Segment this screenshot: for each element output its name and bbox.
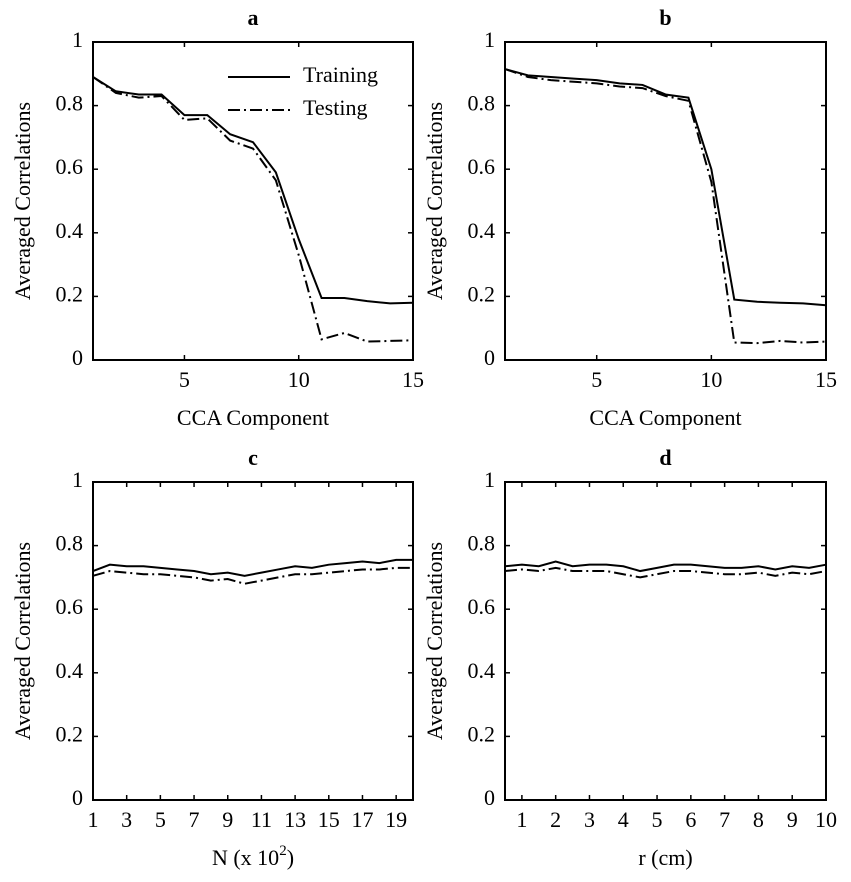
- subplot-title: d: [659, 445, 671, 470]
- x-tick-label: 5: [652, 807, 663, 832]
- x-tick-label: 11: [251, 807, 272, 832]
- data-line: [504, 560, 827, 573]
- x-tick-label: 15: [318, 807, 340, 832]
- x-axis-label-part: N (x 10: [212, 845, 279, 870]
- x-axis-label-part: 2: [279, 843, 287, 859]
- data-line: [504, 68, 827, 345]
- x-axis-label: CCA Component: [177, 405, 329, 430]
- legend-label: Testing: [303, 95, 367, 120]
- x-axis-label-part: ): [287, 845, 294, 870]
- x-tick-label: 7: [719, 807, 730, 832]
- x-tick-label: 13: [284, 807, 306, 832]
- x-tick-label: 3: [584, 807, 595, 832]
- x-tick-label: 9: [222, 807, 233, 832]
- legend-label: Training: [303, 62, 378, 87]
- x-tick-label: 2: [550, 807, 561, 832]
- y-tick-label: 0.2: [56, 721, 84, 746]
- subplot: d00.20.40.60.811 2 3 4 5 6 7 8 9 10r (cm)Averaged…: [422, 445, 837, 870]
- data-line: [504, 68, 827, 307]
- y-axis-label: Averaged Correlations: [10, 542, 35, 740]
- x-tick-label: 9: [787, 807, 798, 832]
- data-line: [504, 566, 827, 579]
- y-tick-label: 0.6: [468, 594, 496, 619]
- x-axis-label-part: r (cm): [638, 845, 692, 870]
- y-tick-label: 0.8: [56, 91, 84, 116]
- y-tick-label: 0.8: [468, 91, 496, 116]
- y-tick-label: 0.6: [468, 154, 496, 179]
- x-tick-label: 5: [591, 367, 602, 392]
- subplot-title: a: [248, 5, 259, 30]
- y-tick-label: 1: [484, 467, 495, 492]
- y-tick-label: 1: [72, 467, 83, 492]
- y-axis-label: Averaged Correlations: [10, 102, 35, 300]
- y-tick-label: 1: [72, 27, 83, 52]
- y-tick-label: 0.8: [56, 531, 84, 556]
- x-axis-label: CCA Component: [589, 405, 741, 430]
- data-line: [92, 558, 413, 577]
- y-tick-label: 0.8: [468, 531, 496, 556]
- y-axis-label: Averaged Correlations: [422, 542, 447, 740]
- y-tick-label: 1: [484, 27, 495, 52]
- y-tick-label: 0.4: [56, 658, 84, 683]
- y-tick-label: 0.2: [56, 281, 84, 306]
- data-line: [92, 76, 414, 305]
- y-tick-label: 0.4: [56, 218, 84, 243]
- x-axis-label-part: CCA Component: [177, 405, 329, 430]
- x-tick-label: 4: [618, 807, 629, 832]
- subplot-title: b: [659, 5, 671, 30]
- x-tick-label: 15: [815, 367, 837, 392]
- y-tick-label: 0.2: [468, 721, 496, 746]
- axes-box: [504, 41, 827, 361]
- y-tick-label: 0.6: [56, 594, 84, 619]
- x-tick-label: 1: [516, 807, 527, 832]
- x-tick-label: 1: [88, 807, 99, 832]
- subplot-title: c: [248, 445, 258, 470]
- x-tick-label: 6: [685, 807, 696, 832]
- axes-box: [504, 481, 827, 801]
- subplot: c00.20.40.60.811 3 5 7 9 11 13 15 17 19N (x 102)A…: [10, 445, 414, 870]
- x-tick-label: 17: [351, 807, 373, 832]
- data-line: [92, 566, 413, 585]
- x-axis-label-part: CCA Component: [589, 405, 741, 430]
- y-tick-label: 0: [72, 785, 83, 810]
- y-tick-label: 0: [484, 345, 495, 370]
- axes-box: [92, 41, 414, 361]
- data-line: [92, 76, 414, 343]
- y-tick-label: 0: [72, 345, 83, 370]
- x-tick-label: 5: [155, 807, 166, 832]
- x-tick-label: 8: [753, 807, 764, 832]
- x-tick-label: 10: [815, 807, 837, 832]
- x-tick-label: 5: [179, 367, 190, 392]
- y-axis-label: Averaged Correlations: [422, 102, 447, 300]
- x-tick-label: 3: [121, 807, 132, 832]
- x-tick-label: 15: [402, 367, 424, 392]
- y-tick-label: 0: [484, 785, 495, 810]
- x-tick-label: 10: [288, 367, 310, 392]
- axes-box: [92, 481, 414, 801]
- x-tick-label: 19: [385, 807, 407, 832]
- y-tick-label: 0.6: [56, 154, 84, 179]
- y-tick-label: 0.2: [468, 281, 496, 306]
- x-tick-label: 10: [700, 367, 722, 392]
- y-tick-label: 0.4: [468, 658, 496, 683]
- y-tick-label: 0.4: [468, 218, 496, 243]
- x-tick-label: 7: [189, 807, 200, 832]
- x-axis-label: N (x 102): [212, 843, 294, 870]
- x-axis-label: r (cm): [638, 845, 692, 870]
